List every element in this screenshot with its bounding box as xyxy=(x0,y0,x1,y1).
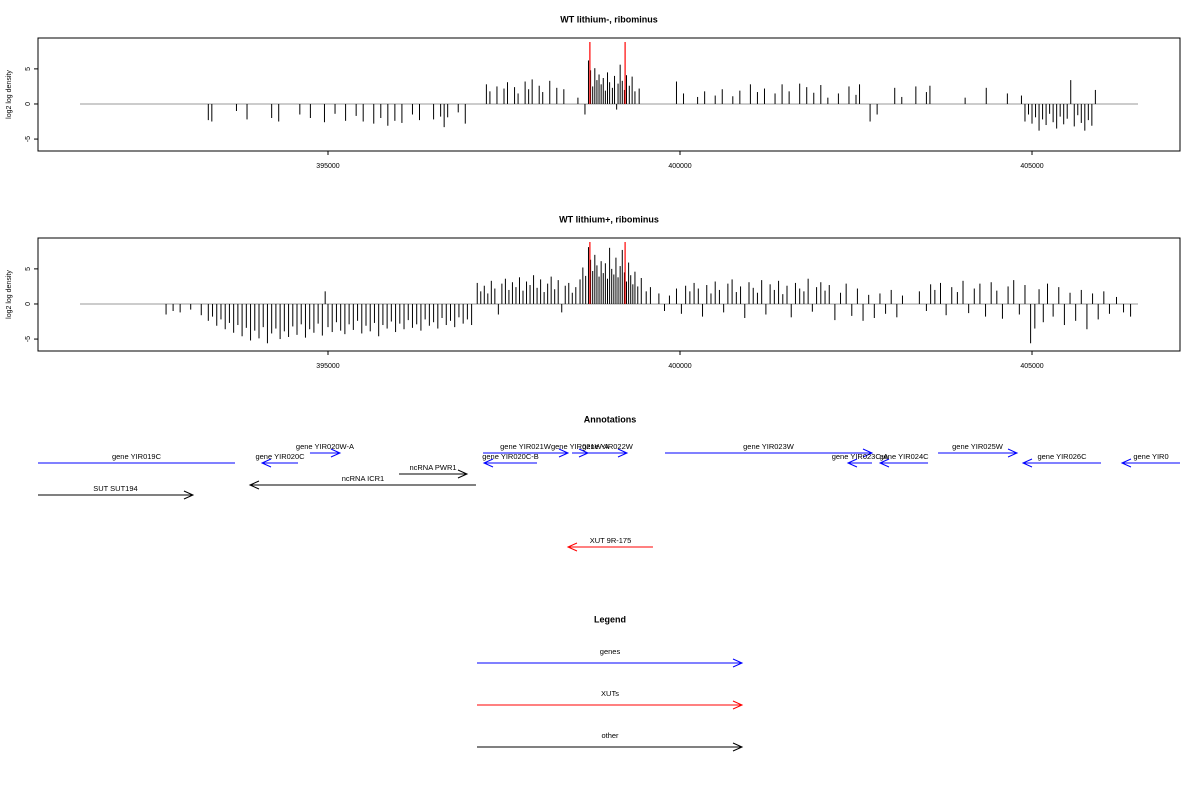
feature-label: gene YIR021W xyxy=(500,442,552,451)
legend-label: XUTs xyxy=(601,689,619,698)
feature-label: gene YIR019C xyxy=(112,452,162,461)
y-tick-label: 0 xyxy=(25,102,32,106)
feature-label: gene YIR0 xyxy=(1133,452,1168,461)
arrow-head xyxy=(1007,448,1019,458)
x-tick-label: 405000 xyxy=(1020,363,1043,370)
arrow-head xyxy=(732,658,744,668)
x-tick-label: 395000 xyxy=(316,363,339,370)
y-axis-label: log2 log density xyxy=(6,270,13,319)
legend-label: genes xyxy=(600,647,621,656)
plot-frame xyxy=(37,237,1181,352)
arrow-head xyxy=(878,458,890,468)
y-tick-label: -5 xyxy=(25,136,32,142)
y-axis-label: log2 log density xyxy=(6,70,13,119)
arrow-head xyxy=(846,458,858,468)
plot-frame xyxy=(37,37,1181,152)
y-tick-label: 0 xyxy=(25,302,32,306)
x-tick-label: 400000 xyxy=(668,363,691,370)
arrow-head xyxy=(457,469,469,479)
feature-label: ncRNA ICR1 xyxy=(342,474,385,483)
arrow-head xyxy=(732,700,744,710)
y-tick-label: 5 xyxy=(25,67,32,71)
arrow-head xyxy=(566,542,578,552)
x-tick-label: 405000 xyxy=(1020,163,1043,170)
feature-label: gene YIR026C xyxy=(1037,452,1087,461)
feature-label: gene YIR020C-B xyxy=(482,452,539,461)
feature-label: gene YIR021W-A xyxy=(551,442,609,451)
panel-title: WT lithium-, ribominus xyxy=(560,14,658,24)
feature-label: XUT 9R-175 xyxy=(590,536,632,545)
feature-label: gene YIR023C-A xyxy=(832,452,889,461)
y-tick-label: -5 xyxy=(25,336,32,342)
feature-label: gene YIR023W xyxy=(743,442,795,451)
feature-label: gene YIR025W xyxy=(952,442,1004,451)
arrow-head xyxy=(1021,458,1033,468)
arrow-head xyxy=(617,448,629,458)
arrow-head xyxy=(732,742,744,752)
arrow-head xyxy=(330,448,342,458)
y-tick-label: 5 xyxy=(25,267,32,271)
feature-label: ncRNA PWR1 xyxy=(409,463,456,472)
arrow-head xyxy=(482,458,494,468)
feature-label: gene YIR024C xyxy=(879,452,929,461)
feature-label: gene YIR022W xyxy=(582,442,634,451)
panel-title: Legend xyxy=(594,614,626,624)
arrow-head xyxy=(1120,458,1132,468)
arrow-head xyxy=(558,448,570,458)
feature-label: gene YIR020C xyxy=(255,452,305,461)
panel-title: Annotations xyxy=(584,414,637,424)
arrow-head xyxy=(862,448,874,458)
arrow-head xyxy=(260,458,272,468)
feature-label: SUT SUT194 xyxy=(93,484,137,493)
arrow-head xyxy=(183,490,195,500)
feature-label: gene YIR020W-A xyxy=(296,442,354,451)
legend-label: other xyxy=(601,731,619,740)
x-tick-label: 400000 xyxy=(668,163,691,170)
panel-title: WT lithium+, ribominus xyxy=(559,214,659,224)
arrow-head xyxy=(248,480,260,490)
x-tick-label: 395000 xyxy=(316,163,339,170)
